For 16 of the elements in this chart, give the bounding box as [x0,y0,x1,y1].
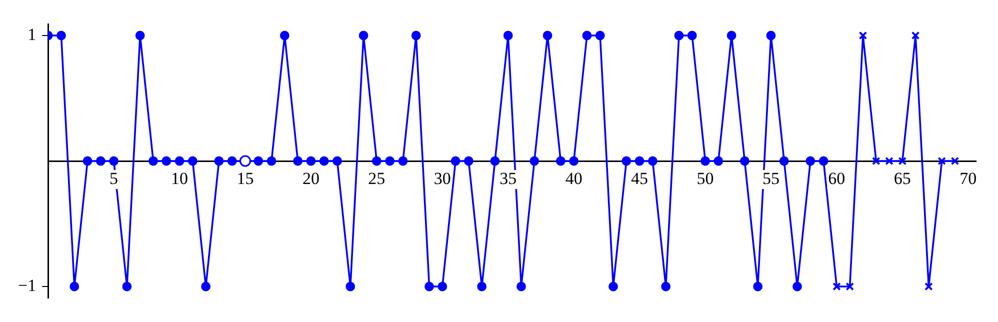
x-tick-label: 15 [236,168,254,188]
y-tick-label: 1 [28,24,36,44]
x-tick-label: 55 [762,168,780,188]
x-tick-label: 70 [960,168,977,188]
x-tick-label: 25 [368,168,386,188]
x-tick-label: 40 [565,168,582,188]
x-tick-label: 30 [434,168,451,188]
x-tick-label: 45 [631,168,648,188]
x-tick-label: 50 [696,168,714,188]
x-tick-label: 5 [110,168,118,188]
x-tick-label: 10 [171,168,188,188]
x-tick-label: 20 [302,168,320,188]
y-tick-label: −1 [18,276,36,295]
x-tick-label: 60 [828,168,846,188]
x-tick-label: 65 [894,168,911,188]
x-tick-label: 35 [500,168,517,188]
